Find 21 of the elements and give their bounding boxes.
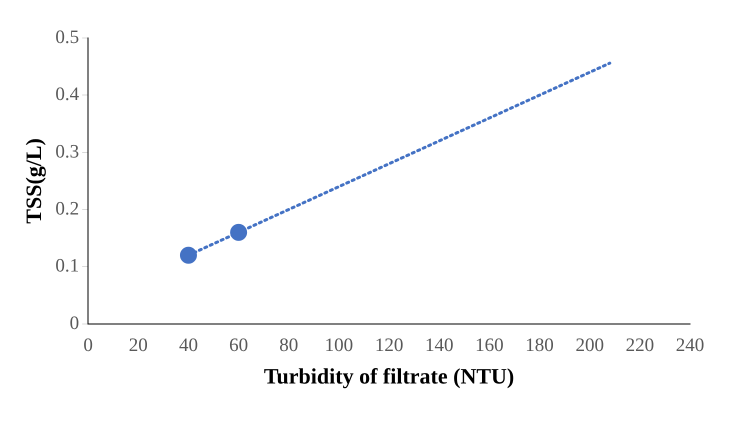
- y-tick-label: 0.2: [55, 198, 80, 220]
- x-tick-label: 120: [374, 335, 404, 356]
- x-tick-label: 80: [279, 335, 298, 356]
- y-axis-title: TSS(g/L): [20, 138, 46, 224]
- y-tick-label: 0.4: [55, 84, 80, 106]
- x-tick-label: 200: [575, 335, 604, 356]
- x-axis-title: Turbidity of filtrate (NTU): [264, 363, 514, 388]
- y-tick-label: 0: [70, 312, 80, 334]
- x-tick-label: 20: [128, 335, 148, 356]
- x-tick-label: 180: [525, 335, 554, 356]
- y-tick-label: 0.5: [55, 26, 80, 48]
- y-tick-label: 0.3: [55, 141, 80, 162]
- x-tick-label: 160: [475, 335, 504, 356]
- x-tick-label: 220: [626, 335, 654, 356]
- x-tick-label: 60: [229, 335, 248, 356]
- x-tick-label: 0: [83, 335, 93, 356]
- x-tick-label: 100: [324, 335, 354, 356]
- x-tick-label: 240: [676, 335, 704, 356]
- x-tick-label: 140: [424, 335, 454, 356]
- y-tick-label: 0.1: [55, 256, 80, 277]
- x-tick-label: 40: [178, 335, 198, 356]
